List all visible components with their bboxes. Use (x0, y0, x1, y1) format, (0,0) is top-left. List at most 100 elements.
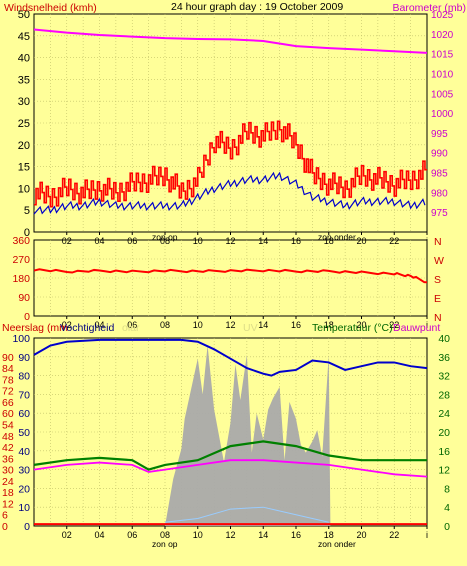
x-tick-label: 02 (62, 236, 72, 246)
y-left-tick-label: 50 (18, 427, 30, 439)
y-left-tick-label: 0 (24, 227, 30, 239)
y-right-tick-label: 16 (438, 446, 450, 458)
y-right-tick-label: 36 (438, 352, 450, 364)
y-right-tick-label: 28 (438, 389, 450, 401)
series-wind-direction (33, 268, 428, 284)
y-left-alt-tick-label: 54 (2, 419, 14, 431)
y-left-tick-label: 10 (18, 502, 30, 514)
left-axis-label-rain: Neerslag (mm (2, 322, 68, 334)
y-left-tick-label: 0 (24, 521, 30, 533)
y-right-tick-label: E (434, 293, 441, 305)
y-left-tick-label: 20 (18, 483, 30, 495)
x-marker-label: zon onder (318, 539, 356, 549)
y-right-tick-label: S (434, 274, 441, 286)
x-tick-label: 16 (291, 530, 301, 540)
x-tick-label: 10 (193, 320, 203, 330)
left-axis-label-solar: olar (122, 322, 140, 334)
x-tick-label: 06 (127, 320, 137, 330)
x-tick-label: 12 (225, 236, 235, 246)
x-tick-label: 12 (225, 530, 235, 540)
x-tick-label: i (426, 236, 428, 246)
x-tick-label: 16 (291, 236, 301, 246)
y-right-tick-label: 1000 (431, 109, 454, 120)
x-tick-label: 06 (127, 530, 137, 540)
y-left-tick-label: 70 (18, 389, 30, 401)
y-left-tick-label: 100 (12, 333, 30, 345)
y-left-tick-label: 45 (18, 31, 30, 43)
y-right-tick-label: 1010 (431, 69, 454, 80)
y-left-tick-label: 90 (18, 292, 30, 304)
y-right-tick-label: 995 (431, 129, 448, 140)
x-tick-label: 08 (160, 530, 170, 540)
series-barometer (33, 28, 428, 54)
series-dewpoint (33, 459, 428, 478)
y-right-tick-label: 980 (431, 188, 448, 199)
x-tick-label: 22 (389, 320, 399, 330)
x-tick-label: 12 (225, 320, 235, 330)
y-left-tick-label: 35 (18, 74, 30, 86)
x-tick-label: 16 (291, 320, 301, 330)
y-left-tick-label: 10 (18, 183, 30, 195)
y-left-tick-label: 50 (18, 9, 30, 21)
x-tick-label: 20 (356, 530, 366, 540)
left-axis-label-humidity: Vochtigheid (60, 322, 114, 334)
y-left-tick-label: 60 (18, 408, 30, 420)
y-left-tick-label: 0 (24, 311, 30, 323)
x-tick-label: 20 (356, 320, 366, 330)
y-left-alt-tick-label: 66 (2, 397, 14, 409)
y-left-alt-tick-label: 72 (2, 386, 14, 398)
y-left-alt-tick-label: 78 (2, 374, 14, 386)
x-tick-label: i (426, 320, 428, 330)
y-right-tick-label: 990 (431, 149, 448, 160)
x-marker-label: zon onder (318, 232, 356, 242)
x-tick-label: 14 (258, 236, 268, 246)
x-tick-label: 10 (193, 530, 203, 540)
y-left-tick-label: 30 (18, 96, 30, 108)
right-axis-label: Barometer (mb) (392, 2, 466, 14)
x-tick-label: 18 (324, 236, 334, 246)
y-left-tick-label: 5 (24, 205, 30, 217)
y-right-tick-label: 20 (438, 427, 450, 439)
y-right-tick-label: 32 (438, 371, 450, 383)
y-left-alt-tick-label: 60 (2, 408, 14, 420)
x-tick-label: 02 (62, 320, 72, 330)
y-left-tick-label: 15 (18, 162, 30, 174)
y-left-alt-tick-label: 84 (2, 363, 14, 375)
x-tick-label: 04 (94, 530, 104, 540)
y-right-tick-label: 975 (431, 208, 448, 219)
y-right-tick-label: 24 (438, 408, 450, 420)
x-marker-label: zon op (152, 539, 178, 549)
y-left-tick-label: 40 (18, 446, 30, 458)
y-left-alt-tick-label: 90 (2, 352, 14, 364)
x-tick-label: 06 (127, 236, 137, 246)
y-left-tick-label: 270 (12, 254, 30, 266)
y-left-tick-label: 25 (18, 118, 30, 130)
y-left-alt-tick-label: 18 (2, 487, 14, 499)
y-right-tick-label: 1005 (431, 89, 454, 100)
right-axis-label-temperature: Temperatuur (°C) (312, 322, 393, 334)
x-tick-label: 10 (193, 236, 203, 246)
y-right-tick-label: 985 (431, 169, 448, 180)
x-tick-label: 22 (389, 530, 399, 540)
y-left-alt-tick-label: 24 (2, 476, 14, 488)
series-humidity (33, 338, 428, 377)
y-right-tick-label: 1020 (431, 30, 454, 41)
y-right-tick-label: 0 (444, 521, 450, 533)
x-tick-label: 14 (258, 530, 268, 540)
x-tick-label: 20 (356, 236, 366, 246)
x-tick-label: i (426, 530, 428, 540)
chart-title: 24 hour graph day : 19 October 2009 (171, 1, 343, 13)
series-wind-gust (34, 120, 427, 208)
y-right-tick-label: 1025 (431, 10, 454, 21)
y-left-tick-label: 90 (18, 352, 30, 364)
x-tick-label: 04 (94, 320, 104, 330)
y-right-tick-label: 1015 (431, 50, 454, 61)
y-left-tick-label: 40 (18, 53, 30, 65)
y-left-alt-tick-label: 36 (2, 453, 14, 465)
left-axis-label: Windsnelheid (kmh) (4, 2, 97, 14)
y-right-tick-label: 4 (444, 502, 450, 514)
y-left-alt-tick-label: 42 (2, 442, 14, 454)
x-tick-label: 22 (389, 236, 399, 246)
y-right-tick-label: W (434, 255, 444, 267)
